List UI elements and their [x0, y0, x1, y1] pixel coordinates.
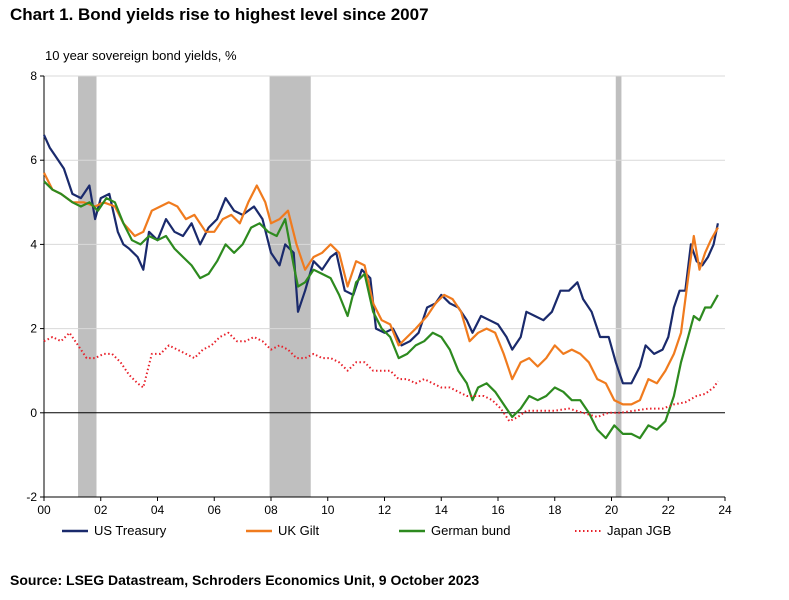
x-tick-label: 08	[264, 503, 278, 517]
shaded-period-1	[269, 76, 311, 497]
x-tick-label: 06	[208, 503, 222, 517]
legend-label: Japan JGB	[607, 523, 671, 538]
y-tick-label: 0	[30, 406, 37, 420]
x-tick-label: 18	[548, 503, 562, 517]
shaded-period-2	[615, 76, 622, 497]
shaded-period-0	[78, 76, 97, 497]
y-tick-label: 6	[30, 153, 37, 167]
source-note: Source: LSEG Datastream, Schroders Econo…	[10, 572, 480, 588]
x-tick-label: 22	[662, 503, 676, 517]
x-tick-label: 14	[435, 503, 449, 517]
y-axis-label: 10 year sovereign bond yields, %	[45, 48, 237, 63]
x-tick-label: 10	[321, 503, 335, 517]
series-line-2	[43, 180, 719, 440]
legend-label: US Treasury	[94, 523, 167, 538]
x-tick-label: 00	[37, 503, 51, 517]
legend-label: German bund	[431, 523, 511, 538]
legend: US Treasury UK Gilt German bund Japan JGB	[62, 523, 671, 538]
series-lines	[42, 134, 719, 440]
y-tick-label: 8	[30, 69, 37, 83]
series-line-1	[43, 172, 719, 406]
x-tick-label: 02	[94, 503, 108, 517]
y-tick-label: -2	[26, 490, 37, 504]
y-tick-labels: -2 0 2 4 6 8	[26, 69, 37, 504]
axes	[40, 75, 726, 501]
x-tick-label: 24	[718, 503, 732, 517]
x-tick-label: 04	[151, 503, 165, 517]
y-tick-label: 2	[30, 322, 37, 336]
legend-label: UK Gilt	[278, 523, 320, 538]
x-tick-label: 16	[491, 503, 505, 517]
page-title: Chart 1. Bond yields rise to highest lev…	[10, 5, 429, 24]
recession-shading	[78, 76, 622, 497]
x-tick-label: 20	[605, 503, 619, 517]
x-tick-labels: 00 02 04 06 08 10 12 14 16 18 20 22 24	[37, 503, 732, 517]
y-tick-label: 4	[30, 237, 37, 251]
x-tick-label: 12	[378, 503, 392, 517]
series-line-3	[43, 331, 719, 423]
